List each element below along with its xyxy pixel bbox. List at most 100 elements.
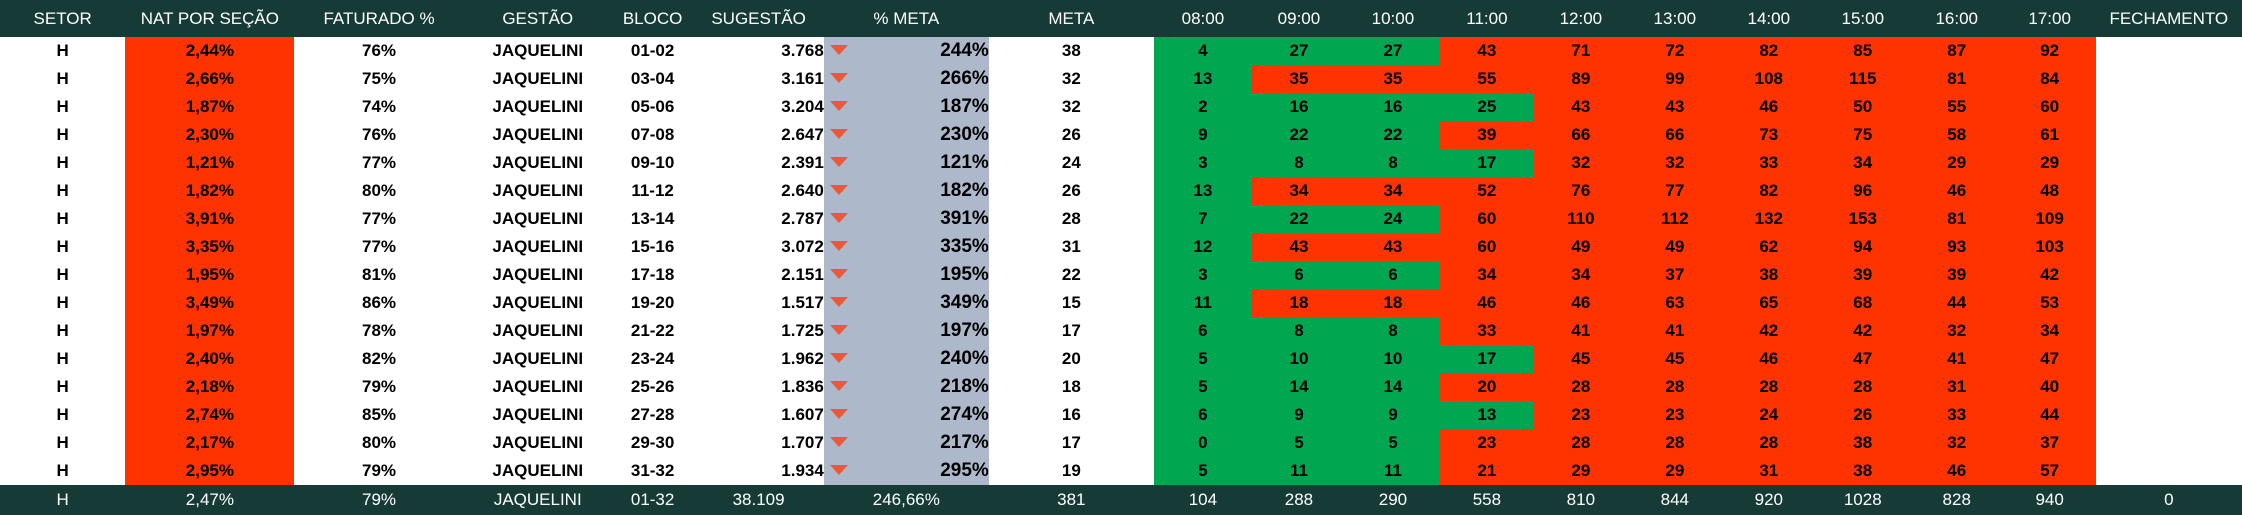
cell-sugestao[interactable]: 1.517 [781, 293, 824, 312]
header-setor[interactable]: SETOR [33, 8, 92, 28]
cell-hour[interactable]: 47 [1815, 345, 1910, 373]
cell-hour[interactable]: 35 [1345, 65, 1440, 93]
cell-hour[interactable]: 31 [1721, 457, 1816, 485]
cell-gestao[interactable]: JAQUELINI [492, 433, 584, 452]
cell-faturado[interactable]: 79% [362, 461, 397, 480]
total-hour[interactable]: 940 [2035, 490, 2064, 509]
cell-hour[interactable]: 41 [1909, 345, 2004, 373]
cell-faturado[interactable]: 80% [362, 433, 397, 452]
cell-hour[interactable]: 132 [1721, 205, 1816, 233]
cell-faturado[interactable]: 76% [362, 125, 397, 144]
cell-hour[interactable]: 29 [1627, 457, 1722, 485]
cell-hour[interactable]: 99 [1627, 65, 1722, 93]
cell-fechamento[interactable] [2096, 373, 2242, 401]
cell-hour[interactable]: 49 [1627, 233, 1722, 261]
cell-pct-meta[interactable]: 335% [823, 233, 989, 261]
cell-pct-meta[interactable]: 182% [823, 177, 989, 205]
cell-hour[interactable]: 109 [2003, 205, 2096, 233]
cell-hour[interactable]: 34 [2003, 317, 2096, 345]
cell-pct-meta[interactable]: 195% [823, 261, 989, 289]
cell-hour[interactable]: 29 [2003, 149, 2096, 177]
cell-fechamento[interactable] [2096, 345, 2242, 373]
cell-setor[interactable]: H [56, 41, 69, 60]
cell-hour[interactable]: 60 [2003, 93, 2096, 121]
cell-sugestao[interactable]: 1.607 [781, 405, 824, 424]
cell-hour[interactable]: 37 [1627, 261, 1722, 289]
cell-hour[interactable]: 39 [1909, 261, 2004, 289]
cell-hour[interactable]: 38 [1815, 457, 1910, 485]
cell-setor[interactable]: H [56, 97, 69, 116]
cell-hour[interactable]: 9 [1345, 401, 1440, 429]
cell-hour[interactable]: 8 [1345, 317, 1440, 345]
cell-meta[interactable]: 26 [1061, 125, 1081, 144]
cell-setor[interactable]: H [56, 153, 69, 172]
cell-hour[interactable]: 9 [1251, 401, 1346, 429]
cell-faturado[interactable]: 75% [362, 69, 397, 88]
cell-bloco[interactable]: 17-18 [630, 265, 675, 284]
cell-hour[interactable]: 65 [1721, 289, 1816, 317]
cell-faturado[interactable]: 86% [362, 293, 397, 312]
cell-hour[interactable]: 34 [1533, 261, 1628, 289]
total-hour[interactable]: 920 [1754, 490, 1783, 509]
cell-hour[interactable]: 32 [1533, 149, 1628, 177]
cell-fechamento[interactable] [2096, 317, 2242, 345]
cell-fechamento[interactable] [2096, 261, 2242, 289]
total-setor[interactable]: H [56, 490, 69, 509]
cell-nat-por-secao[interactable]: 3,49% [125, 289, 295, 317]
cell-hour[interactable]: 23 [1533, 401, 1628, 429]
cell-faturado[interactable]: 81% [362, 265, 397, 284]
cell-fechamento[interactable] [2096, 289, 2242, 317]
cell-hour[interactable]: 5 [1153, 457, 1252, 485]
cell-setor[interactable]: H [56, 237, 69, 256]
cell-hour[interactable]: 63 [1627, 289, 1722, 317]
total-meta[interactable]: 381 [1057, 490, 1086, 509]
cell-bloco[interactable]: 25-26 [630, 377, 675, 396]
cell-hour[interactable]: 8 [1251, 317, 1346, 345]
cell-sugestao[interactable]: 2.787 [781, 209, 824, 228]
cell-hour[interactable]: 49 [1533, 233, 1628, 261]
cell-bloco[interactable]: 29-30 [630, 433, 675, 452]
cell-setor[interactable]: H [56, 461, 69, 480]
cell-sugestao[interactable]: 3.072 [781, 237, 824, 256]
cell-hour[interactable]: 29 [1533, 457, 1628, 485]
cell-hour[interactable]: 55 [1909, 93, 2004, 121]
cell-pct-meta[interactable]: 218% [823, 373, 989, 401]
cell-hour[interactable]: 28 [1533, 373, 1628, 401]
cell-gestao[interactable]: JAQUELINI [492, 41, 584, 60]
cell-faturado[interactable]: 74% [362, 97, 397, 116]
cell-pct-meta[interactable]: 391% [823, 205, 989, 233]
cell-hour[interactable]: 6 [1153, 401, 1252, 429]
cell-meta[interactable]: 38 [1061, 41, 1081, 60]
cell-hour[interactable]: 27 [1345, 37, 1440, 65]
cell-gestao[interactable]: JAQUELINI [492, 97, 584, 116]
cell-hour[interactable]: 50 [1815, 93, 1910, 121]
cell-pct-meta[interactable]: 121% [823, 149, 989, 177]
cell-meta[interactable]: 31 [1061, 237, 1081, 256]
cell-hour[interactable]: 33 [1439, 317, 1534, 345]
cell-hour[interactable]: 32 [1909, 317, 2004, 345]
cell-hour[interactable]: 76 [1533, 177, 1628, 205]
cell-hour[interactable]: 60 [1439, 233, 1534, 261]
cell-hour[interactable]: 43 [1251, 233, 1346, 261]
cell-bloco[interactable]: 11-12 [631, 181, 674, 200]
cell-pct-meta[interactable]: 274% [823, 401, 989, 429]
cell-hour[interactable]: 10 [1345, 345, 1440, 373]
cell-fechamento[interactable] [2096, 65, 2242, 93]
cell-sugestao[interactable]: 2.391 [781, 153, 824, 172]
cell-hour[interactable]: 17 [1439, 149, 1534, 177]
cell-setor[interactable]: H [56, 377, 69, 396]
cell-hour[interactable]: 25 [1439, 93, 1534, 121]
cell-hour[interactable]: 71 [1533, 37, 1628, 65]
cell-hour[interactable]: 11 [1251, 457, 1346, 485]
cell-hour[interactable]: 108 [1721, 65, 1816, 93]
cell-pct-meta[interactable]: 217% [823, 429, 989, 457]
cell-hour[interactable]: 31 [1909, 373, 2004, 401]
cell-setor[interactable]: H [56, 209, 69, 228]
cell-nat-por-secao[interactable]: 1,95% [125, 261, 295, 289]
cell-meta[interactable]: 28 [1061, 209, 1081, 228]
cell-hour[interactable]: 46 [1721, 93, 1816, 121]
cell-hour[interactable]: 28 [1627, 373, 1722, 401]
cell-hour[interactable]: 57 [2003, 457, 2096, 485]
cell-hour[interactable]: 32 [1909, 429, 2004, 457]
cell-hour[interactable]: 13 [1153, 177, 1252, 205]
